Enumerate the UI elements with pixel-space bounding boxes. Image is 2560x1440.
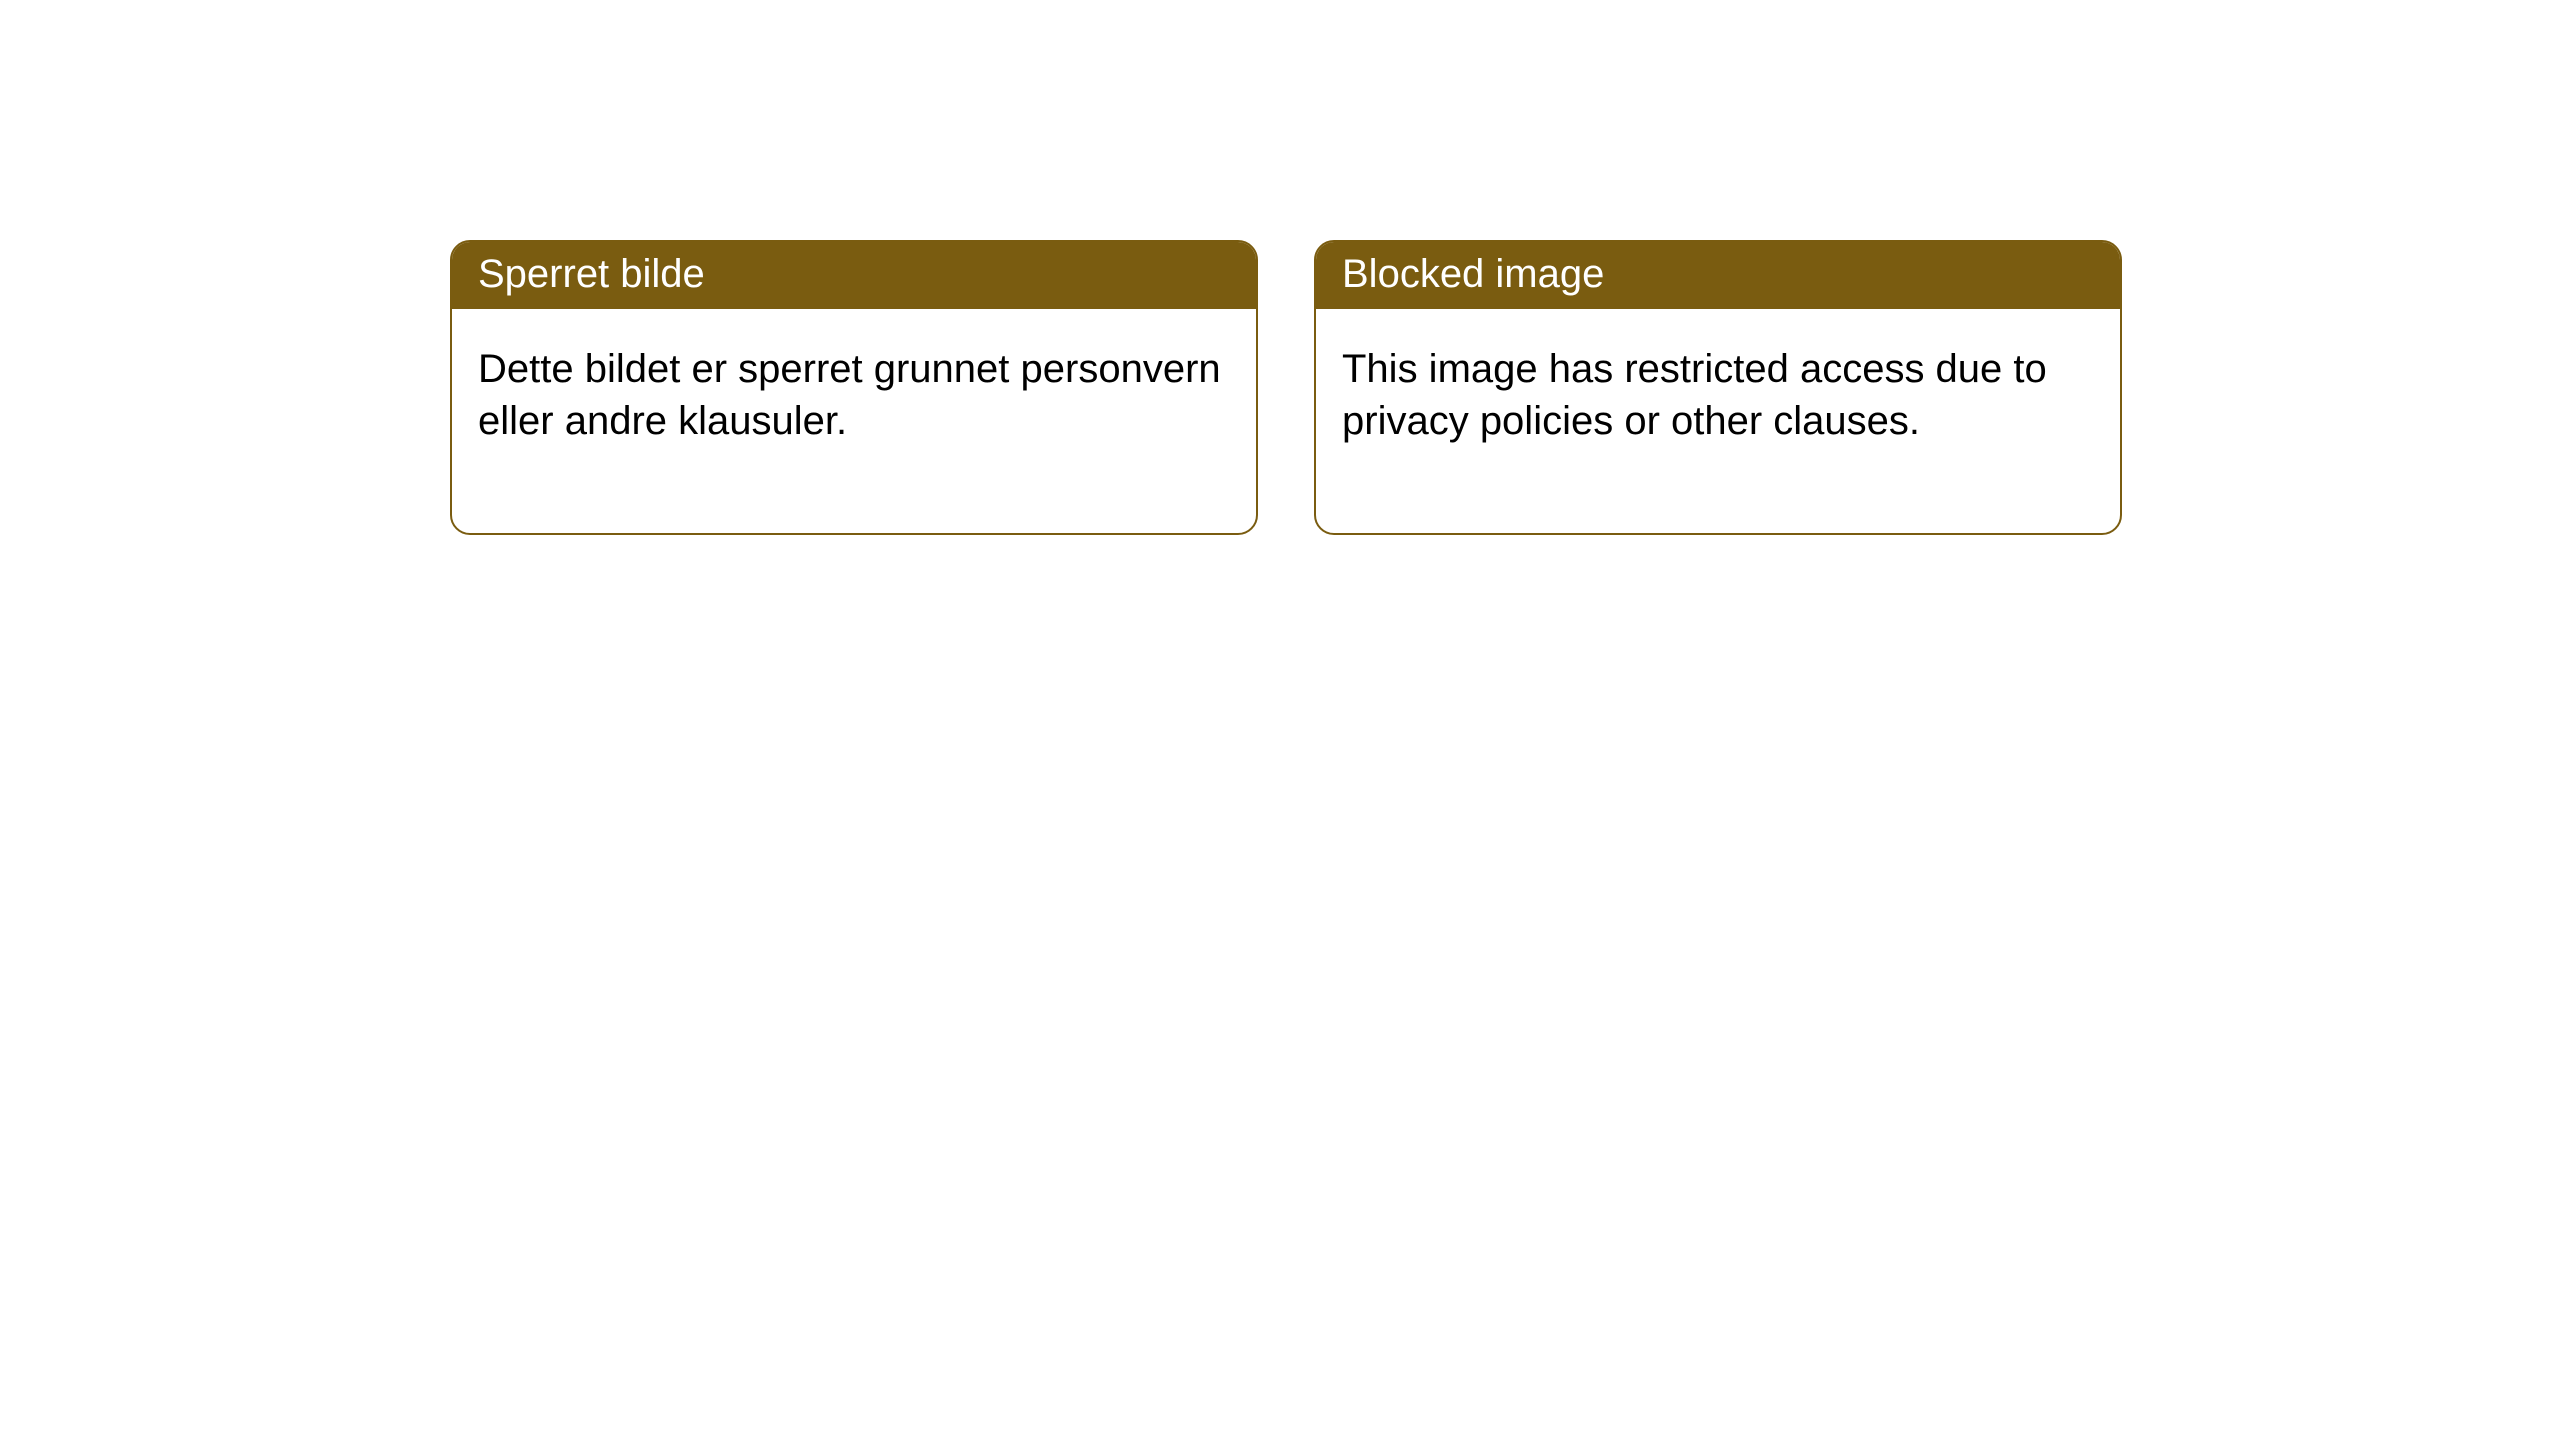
notice-card-body: Dette bildet er sperret grunnet personve… — [452, 309, 1256, 533]
notice-card-sperret: Sperret bilde Dette bildet er sperret gr… — [450, 240, 1258, 535]
notice-card-header: Blocked image — [1316, 242, 2120, 309]
notice-card-text: Dette bildet er sperret grunnet personve… — [478, 343, 1230, 447]
notice-cards-container: Sperret bilde Dette bildet er sperret gr… — [0, 0, 2560, 535]
notice-card-body: This image has restricted access due to … — [1316, 309, 2120, 533]
notice-card-header: Sperret bilde — [452, 242, 1256, 309]
notice-card-text: This image has restricted access due to … — [1342, 343, 2094, 447]
notice-card-title: Sperret bilde — [478, 252, 705, 296]
notice-card-blocked: Blocked image This image has restricted … — [1314, 240, 2122, 535]
notice-card-title: Blocked image — [1342, 252, 1604, 296]
